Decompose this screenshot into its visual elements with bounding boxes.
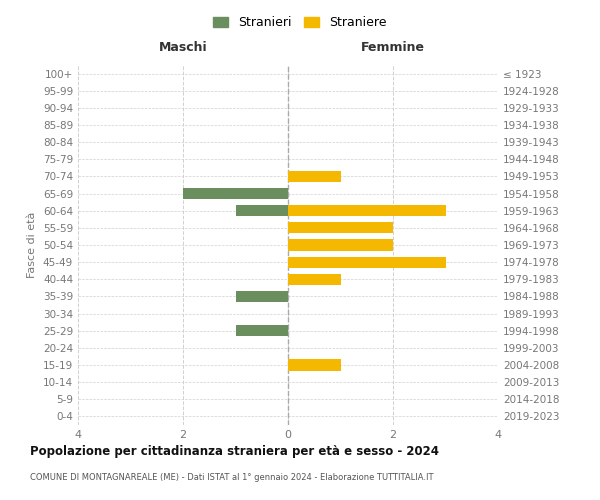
Bar (288, 205, 445, 216)
Bar (288, 274, 341, 285)
Bar (288, 240, 393, 250)
Bar (183, 188, 288, 199)
Bar (288, 360, 341, 370)
Bar (235, 205, 288, 216)
Bar (288, 256, 445, 268)
Bar (288, 171, 341, 182)
Text: Femmine: Femmine (361, 41, 425, 54)
Text: Popolazione per cittadinanza straniera per età e sesso - 2024: Popolazione per cittadinanza straniera p… (30, 445, 439, 458)
Y-axis label: Fasce di età: Fasce di età (28, 212, 37, 278)
Bar (288, 222, 393, 234)
Legend: Stranieri, Straniere: Stranieri, Straniere (208, 11, 392, 34)
Bar (235, 291, 288, 302)
Text: Maschi: Maschi (158, 41, 208, 54)
Text: COMUNE DI MONTAGNAREALE (ME) - Dati ISTAT al 1° gennaio 2024 - Elaborazione TUTT: COMUNE DI MONTAGNAREALE (ME) - Dati ISTA… (30, 472, 433, 482)
Bar (235, 325, 288, 336)
